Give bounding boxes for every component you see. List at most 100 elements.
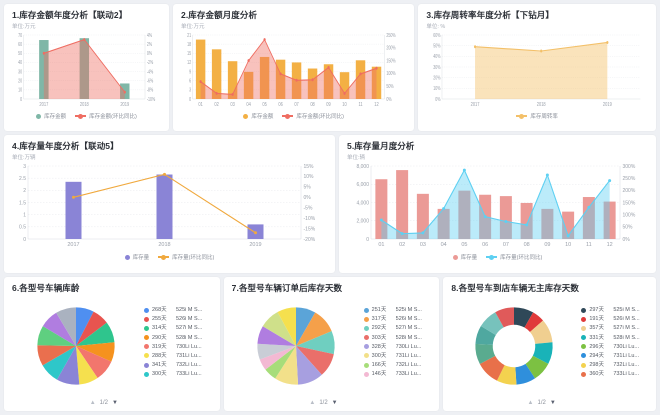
plot-chart-1[interactable]: 70 60 50 40 30 20 10 0 4% 2% 0% -2% -4% -6% -8% -10% 20… (12, 31, 161, 111)
page-down-icon[interactable]: ▼ (331, 400, 338, 406)
pie-slice[interactable] (274, 346, 298, 385)
plot-chart-4[interactable]: 3 2.5 2 1.5 1 0.5 0 15% 10% 5% 0% -5% -10% -15% -20% 2… (12, 162, 327, 252)
pie-slice[interactable] (37, 345, 76, 366)
pie-slice[interactable] (76, 342, 115, 362)
pie-slice[interactable] (257, 343, 296, 360)
legend-chart-5[interactable]: 库存量 库存量(环比同比) (347, 253, 648, 261)
legend-chart-6[interactable]: 268天 525i M S... 255天 526i M S... 314天 527i M… (140, 294, 212, 378)
legend-item-0[interactable]: 库存周转率 (516, 112, 558, 120)
legend-item[interactable]: 298天 732Li Lu... (581, 361, 648, 369)
pager-chart-6[interactable]: ▲ 1/2 ▼ (12, 400, 212, 406)
legend-item[interactable]: 268天 525i M S... (144, 306, 212, 314)
pie-slice[interactable] (481, 312, 505, 336)
plot-chart-3[interactable]: 60% 50% 40% 30% 20% 10% 0% 2017 2018 2019 (426, 31, 648, 111)
pie-chart-7[interactable] (232, 294, 360, 398)
pager-chart-7[interactable]: ▲ 1/2 ▼ (232, 400, 432, 406)
legend-item[interactable]: 166天 732Li Lu... (363, 361, 432, 369)
legend-item-1[interactable]: 库存量(环比同比) (158, 253, 214, 261)
pie-slice[interactable] (42, 346, 76, 380)
legend-item[interactable]: 146天 733Li Lu... (363, 370, 432, 378)
legend-item-1[interactable]: 库存量(环比同比) (486, 253, 542, 261)
pie-slice[interactable] (265, 346, 296, 379)
card-chart-1[interactable]: 1.库存金额年度分析【联动2】 单位:万元 70 60 50 40 30 20 10 0 4% 2… (4, 4, 169, 131)
pie-slice[interactable] (533, 342, 553, 364)
pie-slice[interactable] (295, 312, 332, 346)
legend-item[interactable]: 357天 527i M S... (581, 324, 648, 332)
legend-item[interactable]: 314天 527i M S... (144, 324, 212, 332)
pie-slice[interactable] (480, 355, 505, 381)
legend-item[interactable]: 300天 733Li Lu... (144, 370, 212, 378)
legend-item[interactable]: 292天 527i M S... (363, 324, 432, 332)
pie-slice[interactable] (525, 355, 549, 379)
card-chart-6[interactable]: 6.各型号车辆库龄 268天 525i M S... 255天 526i M S...… (4, 277, 220, 411)
legend-item[interactable]: 191天 526i M S... (581, 315, 648, 323)
pie-slice[interactable] (259, 346, 296, 370)
pie-slice[interactable] (76, 322, 115, 346)
pie-slice[interactable] (56, 346, 80, 385)
pie-slice[interactable] (76, 346, 112, 379)
legend-item[interactable]: 300天 731Li Lu... (363, 352, 432, 360)
legend-item[interactable]: 303天 528i M S... (363, 334, 432, 342)
legend-item-1[interactable]: 库存金额(环比同比) (282, 112, 344, 120)
card-chart-3[interactable]: 3.库存周转率年度分析【下钻月】 单位: % 60% 50% 40% 30% 20% 10… (418, 4, 656, 131)
legend-item-0[interactable]: 库存量 (452, 253, 477, 261)
pie-slice[interactable] (37, 326, 76, 346)
legend-item-0[interactable]: 库存量 (124, 253, 149, 261)
plot-chart-5[interactable]: 8,000 6,000 4,000 2,000 0 300% 250% 200% 150% 100… (347, 162, 648, 252)
legend-item[interactable]: 331天 528i M S... (581, 334, 648, 342)
legend-item[interactable]: 290天 528i M S... (144, 334, 212, 342)
legend-item-1[interactable]: 库存金额(环比同比) (75, 112, 137, 120)
pie-slice[interactable] (257, 326, 296, 346)
legend-item[interactable]: 317天 526i M S... (363, 315, 432, 323)
pie-slice[interactable] (295, 307, 315, 346)
legend-item-0[interactable]: 库存金额 (36, 112, 66, 120)
legend-item[interactable]: 255天 526i M S... (144, 315, 212, 323)
pie-slice[interactable] (495, 307, 515, 328)
page-up-icon[interactable]: ▲ (89, 400, 96, 406)
page-down-icon[interactable]: ▼ (549, 400, 556, 406)
pie-slice[interactable] (295, 331, 335, 355)
pie-slice[interactable] (76, 307, 94, 346)
pie-slice[interactable] (497, 365, 517, 385)
card-chart-5[interactable]: 5.库存量月度分析 单位:辆 8,000 6,000 4,000 2,000 0 300%… (339, 135, 656, 273)
pie-slice[interactable] (295, 346, 322, 385)
pie-slice[interactable] (42, 312, 76, 346)
pie-chart-6[interactable] (12, 294, 140, 398)
card-chart-7[interactable]: 7.各型号车辆订单后库存天数 251天 525i M S... 317天 526i M… (223, 277, 440, 411)
legend-chart-2[interactable]: 库存金额 库存金额(环比同比) (181, 112, 406, 120)
plot-chart-2[interactable]: 21 18 15 12 9 6 3 0 250% 200% 150% 100% 50% 0% 01 02 03… (181, 31, 406, 111)
legend-item[interactable]: 294天 731Li Lu... (581, 352, 648, 360)
pie-slice[interactable] (76, 311, 107, 346)
legend-chart-8[interactable]: 297天 525i M S... 191天 526i M S... 357天 527i M… (577, 294, 648, 378)
card-chart-4[interactable]: 4.库存量年度分析【联动5】 单位:万辆 3 2.5 2 1.5 1 0.5 0 15% 10%… (4, 135, 335, 273)
pie-slice[interactable] (514, 307, 534, 328)
legend-item[interactable]: 288天 731Li Lu... (144, 352, 212, 360)
page-up-icon[interactable]: ▲ (527, 400, 534, 406)
pie-slice[interactable] (530, 320, 553, 344)
pie-slice[interactable] (524, 312, 544, 332)
legend-item[interactable]: 341天 732Li Lu... (144, 361, 212, 369)
pie-slice[interactable] (262, 312, 296, 346)
page-up-icon[interactable]: ▲ (309, 400, 316, 406)
legend-chart-1[interactable]: 库存金额 库存金额(环比同比) (12, 112, 161, 120)
legend-chart-4[interactable]: 库存量 库存量(环比同比) (12, 253, 327, 261)
legend-item[interactable]: 319天 730Li Lu... (144, 343, 212, 351)
pie-slice[interactable] (76, 346, 98, 385)
legend-item[interactable]: 297天 525i M S... (581, 306, 648, 314)
legend-item-0[interactable]: 库存金额 (243, 112, 273, 120)
page-down-icon[interactable]: ▼ (112, 400, 118, 406)
pie-slice[interactable] (515, 363, 536, 385)
pie-slice[interactable] (295, 346, 334, 375)
legend-chart-3[interactable]: 库存周转率 (426, 112, 648, 120)
pie-slice[interactable] (277, 307, 296, 346)
pie-slice[interactable] (56, 307, 76, 346)
legend-item[interactable]: 328天 730Li Lu... (363, 343, 432, 351)
legend-item[interactable]: 296天 730Li Lu... (581, 343, 648, 351)
legend-chart-7[interactable]: 251天 525i M S... 317天 526i M S... 292天 527i M… (360, 294, 432, 378)
pie-slice[interactable] (475, 343, 496, 365)
card-chart-8[interactable]: 8.各型号车到店车辆无主库存天数 297天 525i M S... 191天 526i… (443, 277, 656, 411)
legend-item[interactable]: 360天 733Li Lu... (581, 370, 648, 378)
card-chart-2[interactable]: 2.库存金额月度分析 单位:万元 21 18 15 12 9 6 3 0 250% 200% 150… (173, 4, 415, 131)
pager-chart-8[interactable]: ▲ 1/2 ▼ (451, 400, 648, 406)
pie-chart-8[interactable] (451, 294, 577, 398)
